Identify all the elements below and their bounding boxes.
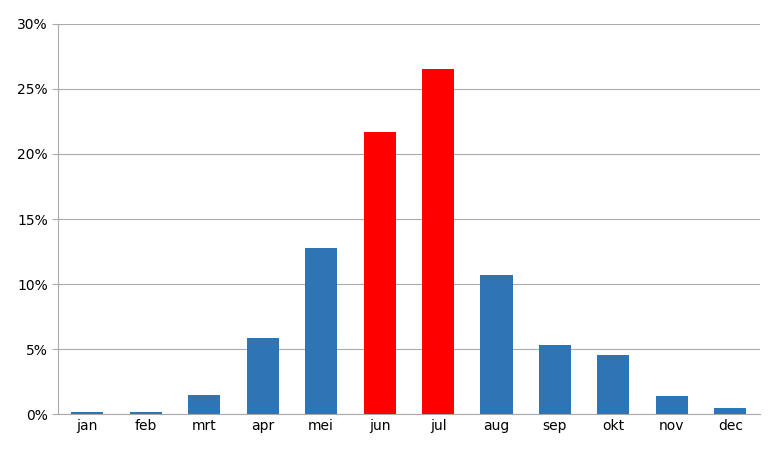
Bar (480, 275, 512, 414)
Bar (363, 132, 396, 414)
Bar (715, 408, 746, 414)
Bar (598, 355, 629, 414)
Bar (305, 248, 337, 414)
Bar (129, 412, 162, 414)
Bar (422, 69, 454, 414)
Bar (246, 338, 279, 414)
Bar (656, 396, 688, 414)
Bar (188, 395, 220, 414)
Bar (539, 345, 571, 414)
Bar (71, 412, 103, 414)
